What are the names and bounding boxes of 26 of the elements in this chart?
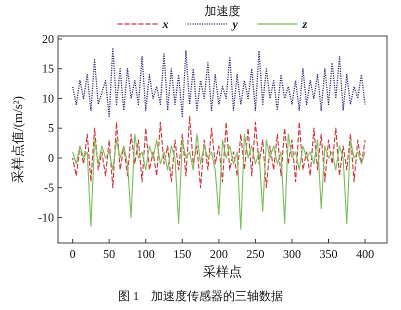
y-tick-label: 20 — [42, 32, 54, 46]
x-axis-title: 采样点 — [203, 264, 242, 279]
y-axis-title: 采样点值/(m/s²) — [10, 96, 25, 183]
x-tick-label: 0 — [70, 247, 76, 261]
y-tick-label: 10 — [42, 91, 54, 106]
y-tick-label: -5 — [44, 180, 54, 195]
x-tick-label: 50 — [103, 247, 116, 261]
y-tick-label: -10 — [38, 210, 54, 224]
legend-label: x — [162, 17, 168, 31]
legend-label: z — [302, 17, 308, 31]
y-tick-label: 0 — [48, 150, 54, 165]
legend-label: y — [230, 17, 238, 31]
y-tick-label: 5 — [48, 121, 54, 136]
line-series — [72, 47, 366, 117]
caption: 图 1 加速度传感器的三轴数据 — [118, 289, 283, 303]
line-series — [72, 134, 366, 230]
x-tick-label: 100 — [136, 247, 155, 261]
x-tick-label: 400 — [356, 247, 374, 261]
x-tick-label: 350 — [320, 247, 338, 261]
x-tick-label: 250 — [246, 247, 264, 261]
x-tick-label: 200 — [210, 247, 228, 261]
y-tick-label: 15 — [42, 62, 54, 76]
x-tick-label: 300 — [282, 247, 301, 261]
x-tick-label: 150 — [173, 247, 192, 261]
line-series — [72, 116, 366, 188]
chart-title: 加速度 — [204, 4, 240, 18]
